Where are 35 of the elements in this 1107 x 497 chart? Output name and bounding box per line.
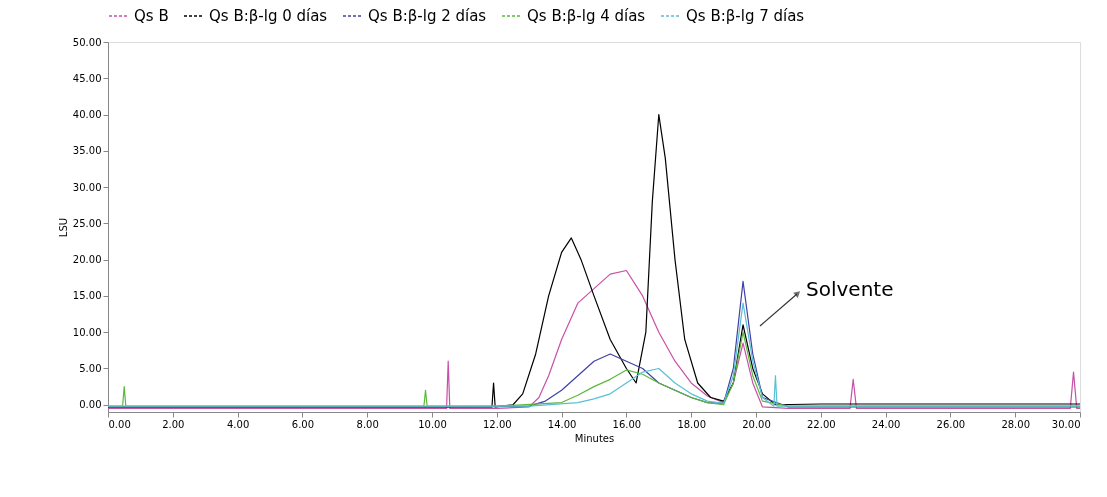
x-tick-label: 4.00 bbox=[226, 418, 250, 430]
x-tick-label: 20.00 bbox=[742, 418, 771, 430]
x-tick-label: 30.00 bbox=[1051, 418, 1081, 430]
x-tick-label: 6.00 bbox=[291, 418, 315, 430]
y-tick-label: 15.00 bbox=[72, 290, 102, 302]
legend-label: Qs B:β-lg 0 días bbox=[209, 7, 328, 25]
legend-label: Qs B:β-lg 4 días bbox=[527, 7, 646, 25]
x-tick-label: 10.00 bbox=[418, 418, 447, 430]
x-tick-label: 18.00 bbox=[677, 418, 707, 430]
x-tick-label: 14.00 bbox=[547, 418, 577, 430]
x-tick-label: 26.00 bbox=[936, 418, 966, 430]
y-tick-label: 10.00 bbox=[72, 326, 102, 338]
x-tick-label: 8.00 bbox=[356, 418, 379, 430]
x-tick-label: 2.00 bbox=[162, 418, 185, 430]
x-tick-label: 24.00 bbox=[871, 418, 901, 430]
y-tick-label: 0.00 bbox=[79, 399, 102, 411]
y-tick-label: 40.00 bbox=[72, 109, 102, 121]
y-axis-title: LSU bbox=[57, 217, 69, 238]
y-tick-label: 25.00 bbox=[72, 217, 102, 229]
legend-label: Qs B:β-lg 2 días bbox=[368, 7, 487, 25]
x-tick-label: 0.00 bbox=[108, 418, 131, 430]
x-tick-label: 12.00 bbox=[482, 418, 512, 430]
legend-label: Qs B bbox=[134, 7, 169, 25]
y-tick-label: 20.00 bbox=[72, 254, 102, 266]
legend-label: Qs B:β-lg 7 días bbox=[686, 7, 805, 25]
x-tick-label: 22.00 bbox=[806, 418, 836, 430]
y-tick-label: 35.00 bbox=[72, 145, 102, 157]
x-tick-label: 16.00 bbox=[612, 418, 642, 430]
y-tick-label: 45.00 bbox=[72, 72, 102, 84]
y-tick-label: 5.00 bbox=[79, 362, 102, 374]
x-tick-label: 28.00 bbox=[1001, 418, 1031, 430]
annotation: Solvente bbox=[806, 277, 894, 301]
x-axis-title: Minutes bbox=[574, 432, 615, 444]
y-tick-label: 30.00 bbox=[72, 181, 102, 193]
y-tick-label: 50.00 bbox=[72, 36, 102, 48]
